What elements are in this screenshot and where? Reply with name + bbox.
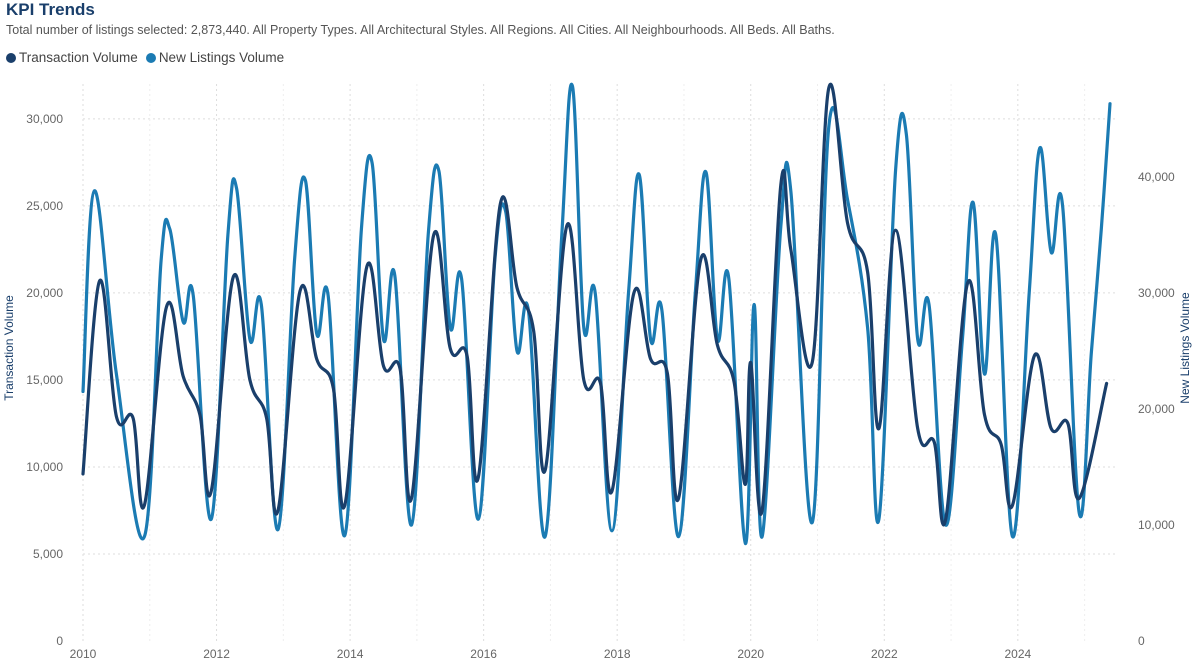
legend-label-transaction-volume: Transaction Volume	[19, 50, 138, 65]
chart-title: KPI Trends	[6, 0, 95, 19]
y2-tick-label: 40,000	[1138, 170, 1175, 184]
legend-item-transaction-volume[interactable]: Transaction Volume	[6, 50, 138, 65]
series-line-transaction-volume	[81, 82, 1109, 527]
x-tick-label: 2010	[70, 647, 97, 661]
x-tick-label: 2020	[737, 647, 764, 661]
y-tick-label: 5,000	[33, 547, 63, 561]
series-lines	[81, 82, 1112, 546]
chart-subtitle: Total number of listings selected: 2,873…	[6, 23, 835, 37]
x-tick-label: 2018	[604, 647, 631, 661]
y2-tick-label: 0	[1138, 634, 1145, 648]
y-tick-label: 10,000	[26, 460, 63, 474]
y2-tick-label: 10,000	[1138, 518, 1175, 532]
y2-tick-label: 30,000	[1138, 286, 1175, 300]
legend-dot-new-listings-volume	[145, 52, 156, 63]
series-line-new-listings-volume	[81, 82, 1112, 546]
x-tick-label: 2014	[337, 647, 364, 661]
y-axis-title: Transaction Volume	[2, 295, 16, 401]
y-tick-label: 30,000	[26, 112, 63, 126]
y-tick-label: 20,000	[26, 286, 63, 300]
y-tick-label: 15,000	[26, 373, 63, 387]
legend-label-new-listings-volume: New Listings Volume	[158, 50, 285, 65]
chart-legend: Transaction Volume New Listings Volume	[6, 50, 292, 65]
axis-ticks: 0 5,000 10,000 15,000 20,000 25,000 30,000 0 10,…	[26, 112, 1175, 661]
x-tick-label: 2022	[871, 647, 898, 661]
y2-axis-title: New Listings Volume	[1178, 292, 1192, 404]
legend-item-new-listings-volume[interactable]: New Listings Volume	[145, 50, 285, 65]
y-tick-label: 0	[56, 634, 63, 648]
x-tick-label: 2024	[1004, 647, 1031, 661]
y2-tick-label: 20,000	[1138, 402, 1175, 416]
legend-dot-transaction-volume	[6, 52, 16, 63]
x-tick-label: 2012	[203, 647, 230, 661]
x-tick-label: 2016	[470, 647, 497, 661]
y-tick-label: 25,000	[26, 199, 63, 213]
